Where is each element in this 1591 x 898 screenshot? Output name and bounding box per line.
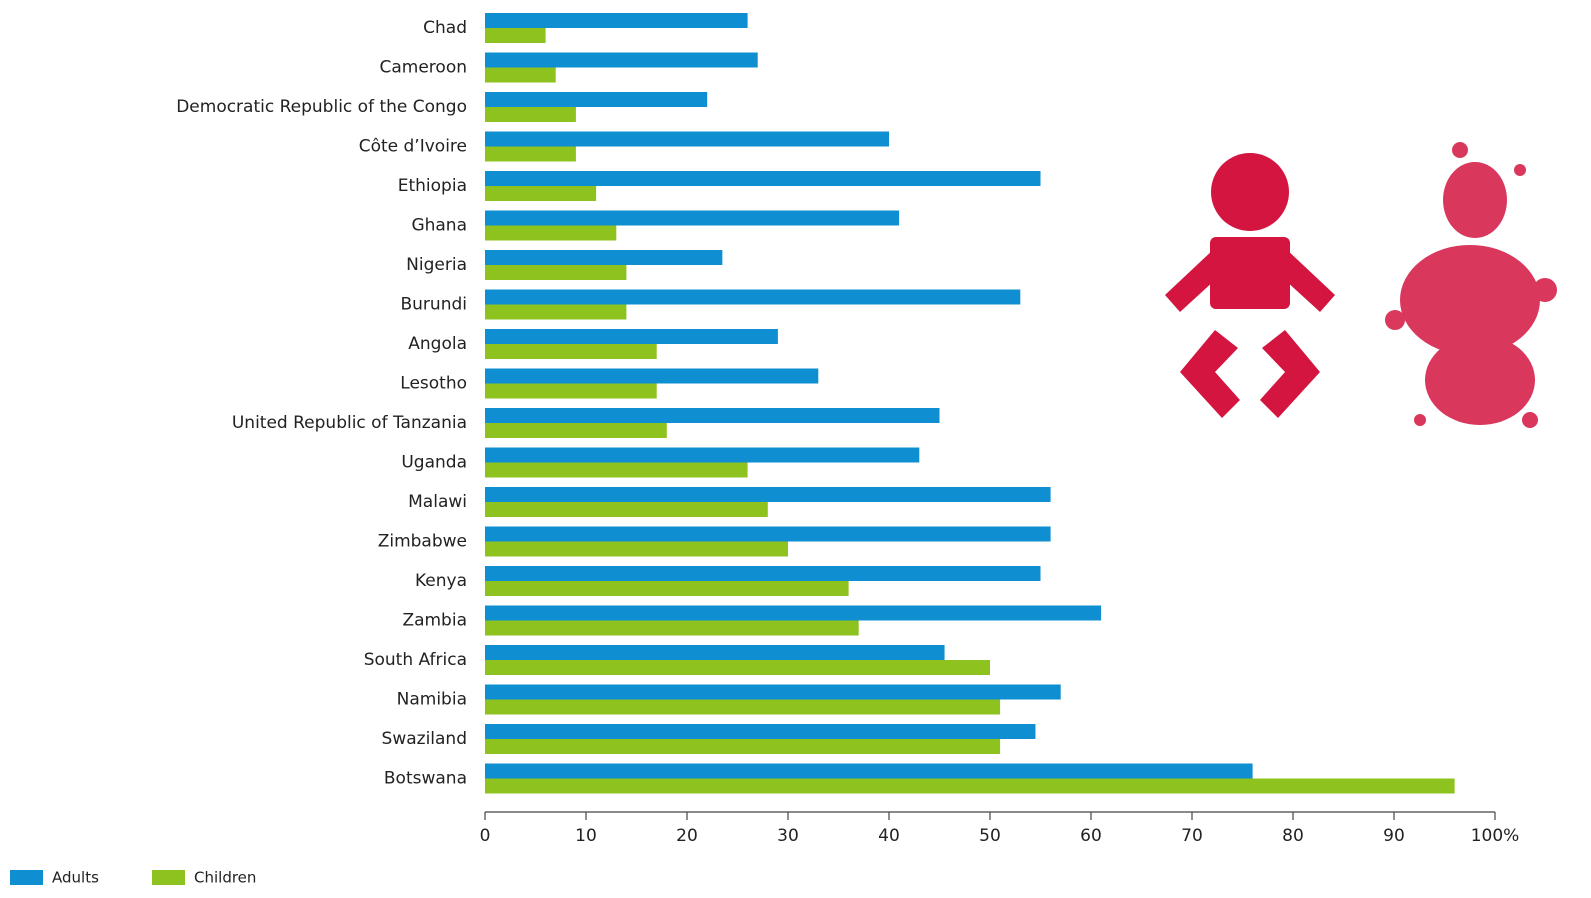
bar bbox=[485, 329, 778, 344]
x-tick-label: 40 bbox=[878, 826, 900, 846]
legend-swatch bbox=[152, 870, 185, 885]
bar bbox=[485, 660, 990, 675]
x-tick-label: 0 bbox=[480, 826, 491, 846]
baby-icon bbox=[1165, 153, 1335, 418]
bar bbox=[485, 502, 768, 517]
x-tick-label: 90 bbox=[1383, 826, 1405, 846]
bar bbox=[485, 225, 617, 241]
legend-label: Adults bbox=[52, 869, 99, 887]
y-tick-label: Zimbabwe bbox=[378, 532, 467, 552]
bar bbox=[485, 13, 748, 28]
y-tick-label: Botswana bbox=[384, 769, 467, 789]
legend-swatch bbox=[10, 870, 43, 885]
x-tick-label: 30 bbox=[777, 826, 799, 846]
bar bbox=[485, 107, 576, 122]
y-tick-label: Chad bbox=[423, 18, 467, 38]
bar bbox=[485, 605, 1102, 621]
y-tick-label: Cameroon bbox=[380, 58, 468, 78]
bar bbox=[485, 684, 1061, 700]
y-tick-label: Lesotho bbox=[400, 374, 467, 394]
bar bbox=[485, 28, 546, 43]
y-tick-label: South Africa bbox=[364, 650, 467, 670]
y-tick-label: Malawi bbox=[408, 492, 467, 512]
x-tick-label: 20 bbox=[676, 826, 698, 846]
bar bbox=[485, 620, 859, 636]
y-tick-label: Swaziland bbox=[382, 729, 467, 749]
bar bbox=[485, 210, 900, 226]
y-tick-label: Namibia bbox=[397, 690, 467, 710]
bar bbox=[485, 289, 1021, 305]
y-tick-label: Angola bbox=[408, 334, 467, 354]
y-tick-label: Democratic Republic of the Congo bbox=[176, 97, 467, 117]
bar bbox=[485, 171, 1041, 186]
y-tick-label: Uganda bbox=[401, 453, 467, 473]
bar bbox=[485, 699, 1001, 715]
y-tick-label: Burundi bbox=[401, 295, 468, 315]
bar bbox=[485, 408, 940, 423]
bar bbox=[485, 423, 667, 438]
y-tick-label: Côte d’Ivoire bbox=[359, 137, 467, 157]
bar bbox=[485, 146, 576, 162]
bar bbox=[485, 344, 657, 359]
y-tick-label: Ghana bbox=[411, 216, 467, 236]
bar bbox=[485, 526, 1051, 542]
bar bbox=[485, 67, 556, 83]
bar bbox=[485, 368, 819, 384]
bar bbox=[485, 739, 1001, 754]
x-tick-label: 10 bbox=[575, 826, 597, 846]
x-tick-label: 70 bbox=[1181, 826, 1203, 846]
y-tick-label: Nigeria bbox=[406, 255, 467, 275]
bar bbox=[485, 487, 1051, 502]
bar bbox=[485, 462, 748, 478]
bar bbox=[485, 645, 945, 660]
legend-label: Children bbox=[194, 869, 256, 887]
x-tick-label: 80 bbox=[1282, 826, 1304, 846]
y-tick-label: United Republic of Tanzania bbox=[232, 413, 467, 433]
bar bbox=[485, 447, 920, 463]
bar bbox=[485, 186, 597, 201]
bar bbox=[485, 581, 849, 596]
bar bbox=[485, 541, 788, 557]
x-tick-label: 100% bbox=[1471, 826, 1520, 846]
bar bbox=[485, 265, 627, 280]
bar bbox=[485, 383, 657, 399]
bar bbox=[485, 250, 723, 265]
bar bbox=[485, 52, 758, 68]
bar bbox=[485, 92, 708, 107]
bar bbox=[485, 131, 889, 147]
y-tick-label: Zambia bbox=[402, 611, 467, 631]
y-tick-label: Kenya bbox=[415, 571, 467, 591]
bar bbox=[485, 724, 1036, 739]
bar bbox=[485, 304, 627, 320]
decorative-blot bbox=[1385, 142, 1557, 428]
bar bbox=[485, 566, 1041, 581]
y-tick-label: Ethiopia bbox=[398, 176, 467, 196]
x-tick-label: 50 bbox=[979, 826, 1001, 846]
bar bbox=[485, 778, 1455, 794]
x-tick-label: 60 bbox=[1080, 826, 1102, 846]
bar bbox=[485, 763, 1253, 779]
